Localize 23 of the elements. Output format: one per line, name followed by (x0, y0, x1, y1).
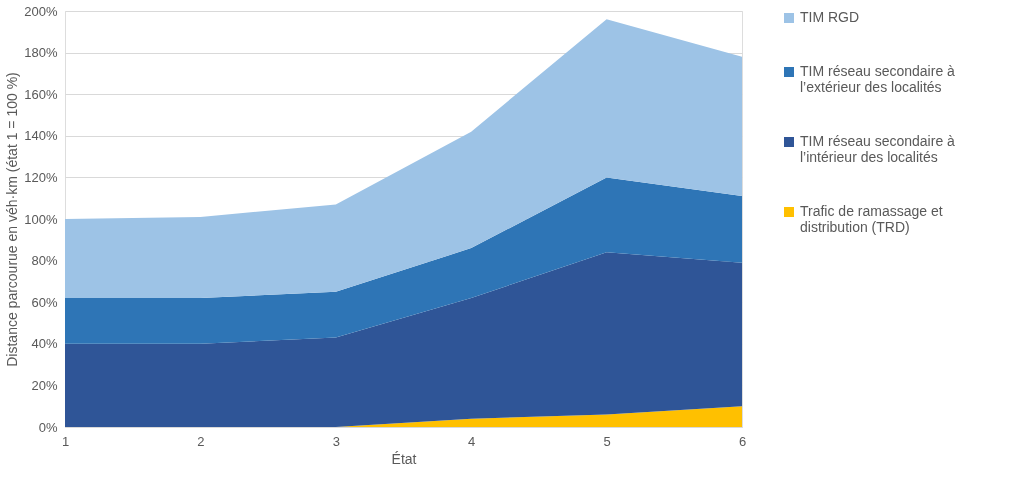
legend-label: TIM RGD (800, 9, 860, 25)
y-axis-title: Distance parcourue en véh·km (état 1 = 100 %) (4, 72, 21, 367)
x-tick-label: 2 (197, 433, 205, 449)
y-tick-label: 100% (24, 211, 58, 227)
x-tick-label: 4 (468, 433, 476, 449)
legend-label: TIM réseau secondaire à l’extérieur des localités (800, 63, 956, 95)
y-tick-label: 60% (31, 294, 58, 310)
x-tick-label: 6 (738, 433, 747, 449)
y-tick-label: 40% (31, 336, 58, 352)
y-tick-label: 120% (24, 169, 58, 185)
legend-label: Trafic de ramassage et distribution (TRD) (800, 203, 943, 235)
legend-label: TIM réseau secondaire à l’intérieur des localités (800, 133, 956, 165)
y-tick-label: 0% (38, 419, 58, 435)
x-tick-label: 1 (61, 433, 70, 449)
x-axis-title: État (391, 450, 417, 467)
x-tick-label: 5 (603, 433, 611, 449)
y-tick-label: 180% (24, 45, 58, 61)
y-tick-label: 20% (31, 377, 58, 393)
y-tick-label: 80% (31, 253, 58, 269)
y-tick-label: 160% (24, 86, 58, 102)
y-tick-label: 200% (24, 3, 58, 19)
y-tick-label: 140% (24, 128, 58, 144)
x-tick-label: 3 (332, 433, 340, 449)
